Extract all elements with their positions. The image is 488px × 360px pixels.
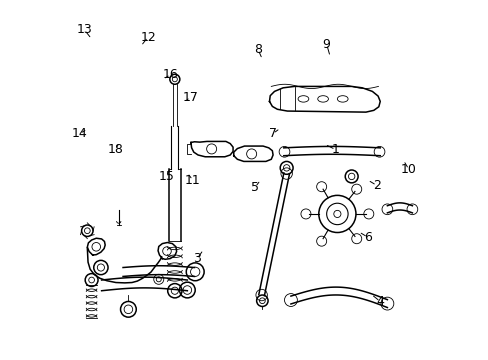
Text: 10: 10 <box>400 163 416 176</box>
Text: 18: 18 <box>107 143 123 156</box>
Text: 15: 15 <box>159 170 174 183</box>
Text: 2: 2 <box>372 179 380 192</box>
Text: 9: 9 <box>322 38 330 51</box>
Text: 12: 12 <box>140 31 156 44</box>
Text: 14: 14 <box>71 127 87 140</box>
Text: 11: 11 <box>184 174 200 186</box>
Text: 17: 17 <box>182 91 198 104</box>
Text: 6: 6 <box>363 231 371 244</box>
Text: 16: 16 <box>163 68 178 81</box>
Text: 3: 3 <box>193 252 201 265</box>
Text: 13: 13 <box>77 23 92 36</box>
Text: 1: 1 <box>331 143 339 156</box>
Text: 7: 7 <box>268 127 277 140</box>
Text: 8: 8 <box>254 43 262 56</box>
Text: 5: 5 <box>251 181 259 194</box>
Text: 4: 4 <box>376 295 384 308</box>
